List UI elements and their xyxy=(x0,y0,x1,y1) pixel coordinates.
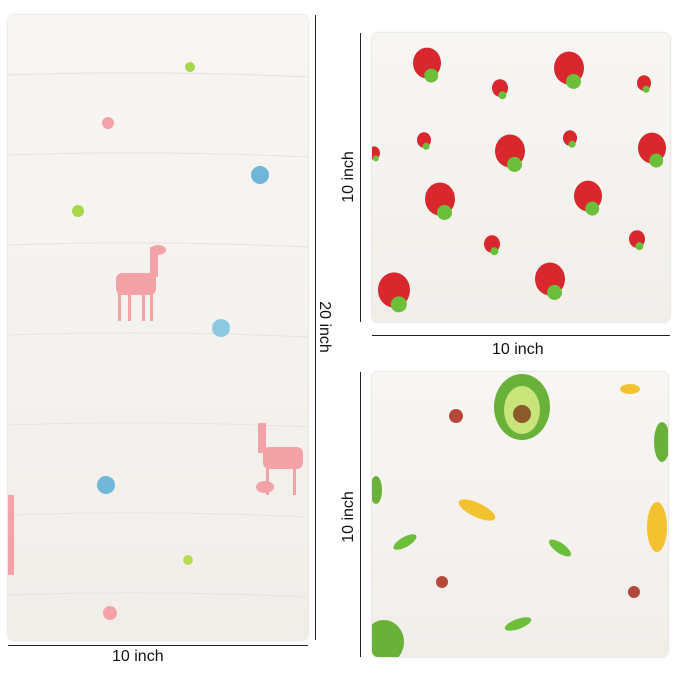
leaf-icon xyxy=(393,534,417,550)
banana-icon xyxy=(620,384,640,394)
height-arrow xyxy=(315,15,316,640)
height-arrow xyxy=(360,33,361,322)
strawberry-icon xyxy=(637,75,651,93)
large-llama-towel xyxy=(8,15,308,640)
strawberry-icon xyxy=(495,134,525,172)
strawberry-pattern xyxy=(372,47,666,313)
cherry-icon xyxy=(449,409,463,423)
strawberry-icon xyxy=(372,146,380,162)
avocado-icon xyxy=(372,620,404,657)
tree-icon xyxy=(97,476,115,494)
strawberry-icon xyxy=(638,132,666,168)
llama-pattern xyxy=(8,62,308,620)
width-label: 10 inch xyxy=(112,648,164,665)
height-arrow xyxy=(360,372,361,657)
llama-edge xyxy=(8,495,14,575)
tree-icon xyxy=(251,166,269,184)
strawberry-icon xyxy=(484,235,500,256)
llama-icon xyxy=(116,245,166,321)
cherry-icon xyxy=(436,576,448,588)
avocado-icon xyxy=(494,374,550,440)
leaf-icon xyxy=(548,539,572,557)
bush-icon xyxy=(72,205,84,217)
leaf-edge xyxy=(372,476,382,504)
avocado-edge xyxy=(654,422,668,462)
bush-icon xyxy=(183,555,193,565)
width-arrow xyxy=(372,335,670,336)
strawberry-icon xyxy=(574,180,602,216)
width-label: 10 inch xyxy=(492,341,544,358)
strawberry-icon xyxy=(413,47,441,83)
banana-icon xyxy=(458,499,496,521)
tree-icon xyxy=(212,319,230,337)
leaf-icon xyxy=(504,617,532,631)
height-label: 10 inch xyxy=(339,151,357,203)
bush-icon xyxy=(185,62,195,72)
strawberry-icon xyxy=(563,130,577,148)
fruit-towel xyxy=(372,372,668,657)
flower-icon xyxy=(102,117,114,129)
height-label: 10 inch xyxy=(339,491,357,543)
banana-icon xyxy=(647,502,667,552)
flower-icon xyxy=(103,606,117,620)
strawberry-towel xyxy=(372,33,670,322)
strawberry-icon xyxy=(629,230,645,251)
strawberry-icon xyxy=(378,272,410,313)
height-label: 20 inch xyxy=(315,301,333,353)
strawberry-icon xyxy=(492,79,508,100)
fruit-pattern xyxy=(372,374,668,657)
strawberry-icon xyxy=(554,51,584,89)
strawberry-icon xyxy=(425,182,455,220)
strawberry-icon xyxy=(535,262,565,300)
width-arrow xyxy=(8,645,308,646)
llama-icon xyxy=(256,423,303,495)
cherry-icon xyxy=(628,586,640,598)
strawberry-icon xyxy=(417,132,431,150)
